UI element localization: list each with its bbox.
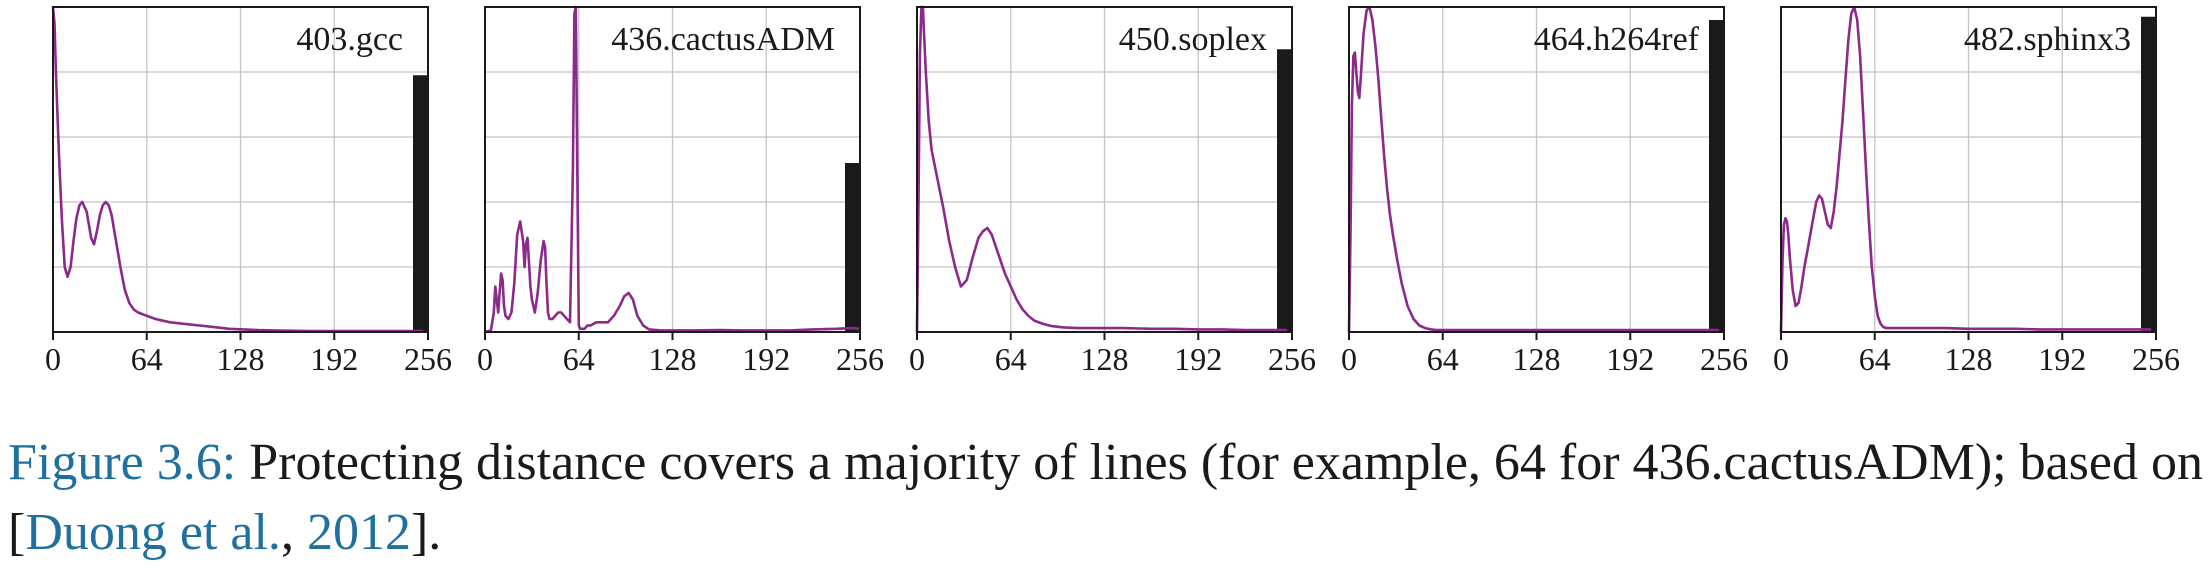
- x-tick-label: 64: [563, 341, 595, 377]
- caption-citation-year[interactable]: 2012: [306, 504, 411, 561]
- x-tick-label: 192: [310, 341, 358, 377]
- caption-text: Protecting distance covers a majority of…: [8, 434, 2203, 561]
- x-tick-label: 0: [45, 341, 61, 377]
- caption-end: ].: [410, 504, 442, 561]
- coverage-bar: [1709, 20, 1724, 332]
- x-tick-label: 128: [1081, 341, 1129, 377]
- panel-title: 450.soplex: [1119, 21, 1267, 58]
- x-tick-label: 0: [909, 341, 925, 377]
- panel-title: 482.sphinx3: [1964, 21, 2131, 58]
- coverage-bar: [2141, 16, 2156, 332]
- x-tick-label: 64: [995, 341, 1027, 377]
- x-tick-label: 192: [1174, 341, 1222, 377]
- x-tick-label: 64: [1859, 341, 1891, 377]
- x-tick-label: 192: [1606, 341, 1654, 377]
- panel-title: 464.h264ref: [1534, 21, 1700, 58]
- x-tick-label: 0: [1773, 341, 1789, 377]
- x-tick-label: 64: [131, 341, 163, 377]
- panel-3: 0 64 128 192 256 450.soplex: [909, 5, 1316, 377]
- coverage-bar: [413, 75, 428, 332]
- x-tick-label: 0: [1341, 341, 1357, 377]
- x-tick-label: 64: [1427, 341, 1459, 377]
- caption-citation-separator: ,: [280, 504, 307, 561]
- distribution-line: [1779, 5, 2152, 334]
- x-tick-label: 256: [1268, 341, 1316, 377]
- figure-caption: Figure 3.6: Protecting distance covers a…: [8, 428, 2203, 568]
- coverage-bar: [845, 163, 860, 332]
- panel-title: 436.cactusADM: [611, 21, 835, 58]
- caption-label: Figure 3.6:: [8, 434, 237, 491]
- figure-panels: 0 64 128 192 256 403.gcc 0 64 128 192 256 436.cactu…: [45, 5, 2180, 377]
- x-tick-label: 192: [2038, 341, 2086, 377]
- x-tick-label: 128: [1945, 341, 1993, 377]
- x-tick-label: 0: [477, 341, 493, 377]
- x-tick-label: 256: [404, 341, 452, 377]
- x-tick-label: 192: [742, 341, 790, 377]
- panel-5: 0 64 128 192 256 482.sphinx3: [1773, 5, 2180, 377]
- x-tick-label: 256: [2132, 341, 2180, 377]
- panel-4: 0 64 128 192 256 464.h264ref: [1341, 5, 1748, 377]
- x-tick-label: 256: [836, 341, 884, 377]
- panel-1: 0 64 128 192 256 403.gcc: [45, 5, 452, 377]
- distribution-line: [915, 5, 1288, 334]
- distribution-line: [51, 5, 424, 333]
- panel-2: 0 64 128 192 256 436.cactusADM: [477, 5, 884, 377]
- x-tick-label: 128: [217, 341, 265, 377]
- x-tick-label: 128: [649, 341, 697, 377]
- panel-title: 403.gcc: [296, 21, 403, 58]
- distribution-line: [1347, 5, 1720, 334]
- coverage-bar: [1277, 49, 1292, 332]
- caption-citation-author[interactable]: Duong et al.: [25, 504, 281, 561]
- x-tick-label: 256: [1700, 341, 1748, 377]
- distribution-line: [483, 5, 862, 334]
- x-tick-label: 128: [1513, 341, 1561, 377]
